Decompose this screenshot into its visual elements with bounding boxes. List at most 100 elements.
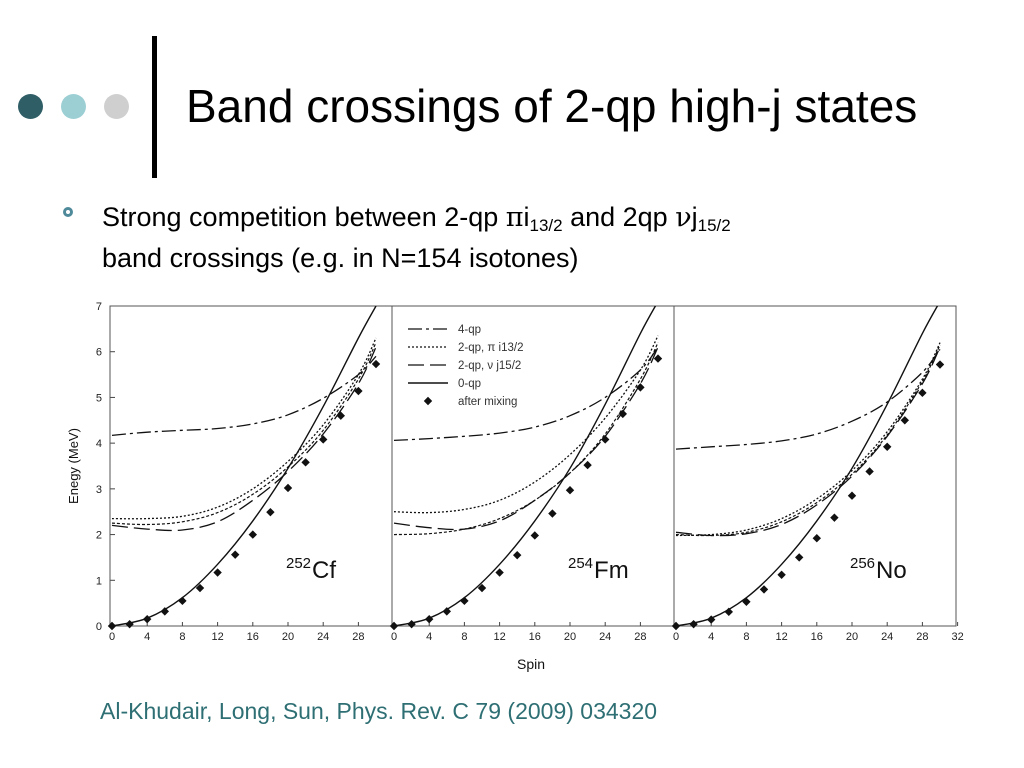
mixing-point <box>777 570 786 579</box>
mixing-point <box>636 383 645 392</box>
x-tick-label: 4 <box>708 631 714 643</box>
bullet-text-part1: Strong competition between 2-qp <box>102 202 506 232</box>
subscript-15-2: 15/2 <box>697 216 731 235</box>
bullet-icon <box>63 207 73 217</box>
mixing-point <box>495 568 504 577</box>
mixing-point <box>460 596 469 606</box>
x-tick-label: 8 <box>461 631 467 643</box>
mixing-point <box>565 486 575 495</box>
mixing-point <box>213 568 222 577</box>
legend-label: 0-qp <box>458 378 481 390</box>
y-tick-label: 1 <box>96 575 102 587</box>
mixing-point <box>336 411 345 420</box>
x-tick-label: 28 <box>352 631 364 643</box>
mixing-point <box>160 607 169 616</box>
x-tick-label: 20 <box>564 631 576 643</box>
panel-cf: 0 4 8 12 16 20 24 28 252Cf <box>107 305 393 643</box>
mixing-point <box>143 614 152 624</box>
mixing-point <box>442 607 451 616</box>
pi-symbol: π <box>505 202 524 233</box>
x-tick-label: 16 <box>247 631 259 643</box>
nucleus-symbol: Cf <box>312 557 336 584</box>
mixing-point <box>742 597 751 606</box>
title-divider-bar <box>152 36 157 178</box>
y-tick-label: 0 <box>96 621 102 633</box>
nucleus-label: 252Cf <box>286 555 336 584</box>
mixing-point <box>618 409 627 419</box>
decor-dot-grey <box>104 94 129 119</box>
mixing-point <box>847 491 857 500</box>
x-tick-label: 12 <box>493 631 505 643</box>
series-qp4-line <box>111 355 377 437</box>
panel-no: 0 4 8 12 16 20 24 28 32 256No <box>671 305 964 643</box>
mixing-point <box>707 615 716 624</box>
legend-label: 2-qp, π i13/2 <box>458 342 523 354</box>
mixing-point <box>795 553 804 562</box>
series-pi-line <box>675 342 941 537</box>
legend-label: 2-qp, ν j15/2 <box>458 360 521 372</box>
x-tick-label: 4 <box>144 631 150 643</box>
x-tick-label: 0 <box>673 631 679 643</box>
mixing-point <box>830 513 839 522</box>
mixing-point <box>883 442 892 451</box>
nucleus-symbol: No <box>876 557 907 584</box>
mixing-point <box>653 354 663 363</box>
mixing-point <box>513 550 522 560</box>
x-tick-label: 24 <box>599 631 611 643</box>
legend-label: after mixing <box>458 396 517 408</box>
orbital-i: i <box>523 202 530 232</box>
series-nu-line <box>111 342 377 526</box>
mixing-point <box>935 360 945 369</box>
mixing-point <box>389 621 399 631</box>
mixing-point <box>425 614 434 624</box>
bullet-text-part2: and 2qp <box>562 202 676 232</box>
series-nu_dash-line <box>675 346 941 537</box>
mixing-point <box>583 460 592 470</box>
x-tick-label: 8 <box>179 631 185 643</box>
nucleus-mass: 252 <box>286 555 311 572</box>
series-qp0-line <box>393 306 657 626</box>
x-tick-label: 28 <box>916 631 928 643</box>
series-qp0-line <box>675 306 939 626</box>
legend-label: 4-qp <box>458 324 481 336</box>
subscript-13-2: 13/2 <box>529 216 563 235</box>
nucleus-label: 256No <box>850 555 907 584</box>
y-tick-label: 2 <box>96 530 102 542</box>
mixing-point <box>689 619 698 629</box>
series-pi-line <box>111 337 377 520</box>
panel-fm: 0 4 8 12 16 20 24 28 254Fm <box>389 305 675 643</box>
mixing-point <box>918 388 927 398</box>
x-tick-label: 28 <box>634 631 646 643</box>
nucleus-label: 254Fm <box>568 555 629 584</box>
slide-title: Band crossings of 2-qp high-j states <box>186 80 918 132</box>
x-tick-label: 20 <box>846 631 858 643</box>
mixing-point <box>266 507 275 517</box>
y-tick-label: 6 <box>96 347 102 359</box>
mixing-point <box>107 621 117 631</box>
x-tick-label: 24 <box>317 631 329 643</box>
mixing-point <box>530 531 539 540</box>
nucleus-mass: 254 <box>568 555 593 572</box>
series-qp0-line <box>111 306 377 626</box>
series-qp4-line <box>675 349 941 450</box>
series-nu-line <box>675 344 941 537</box>
y-tick-label: 4 <box>96 438 102 450</box>
mixing-point <box>195 583 205 593</box>
bullet-text-line2: band crossings (e.g. in N=154 isotones) <box>102 243 579 273</box>
mixing-point <box>601 435 610 444</box>
x-tick-label: 16 <box>529 631 541 643</box>
mixing-point <box>407 619 416 629</box>
mixing-point <box>477 583 487 593</box>
mixing-point <box>900 416 909 425</box>
nucleus-symbol: Fm <box>594 557 629 584</box>
mixing-point <box>301 458 310 467</box>
mixing-point <box>319 435 328 444</box>
orbital-j: j <box>691 202 698 232</box>
series-pi-line <box>393 335 659 514</box>
mixing-point <box>812 534 821 543</box>
decor-dot-dark <box>18 94 43 119</box>
x-tick-label: 12 <box>211 631 223 643</box>
x-tick-label: 0 <box>391 631 397 643</box>
series-nu_dash-line <box>393 346 659 531</box>
